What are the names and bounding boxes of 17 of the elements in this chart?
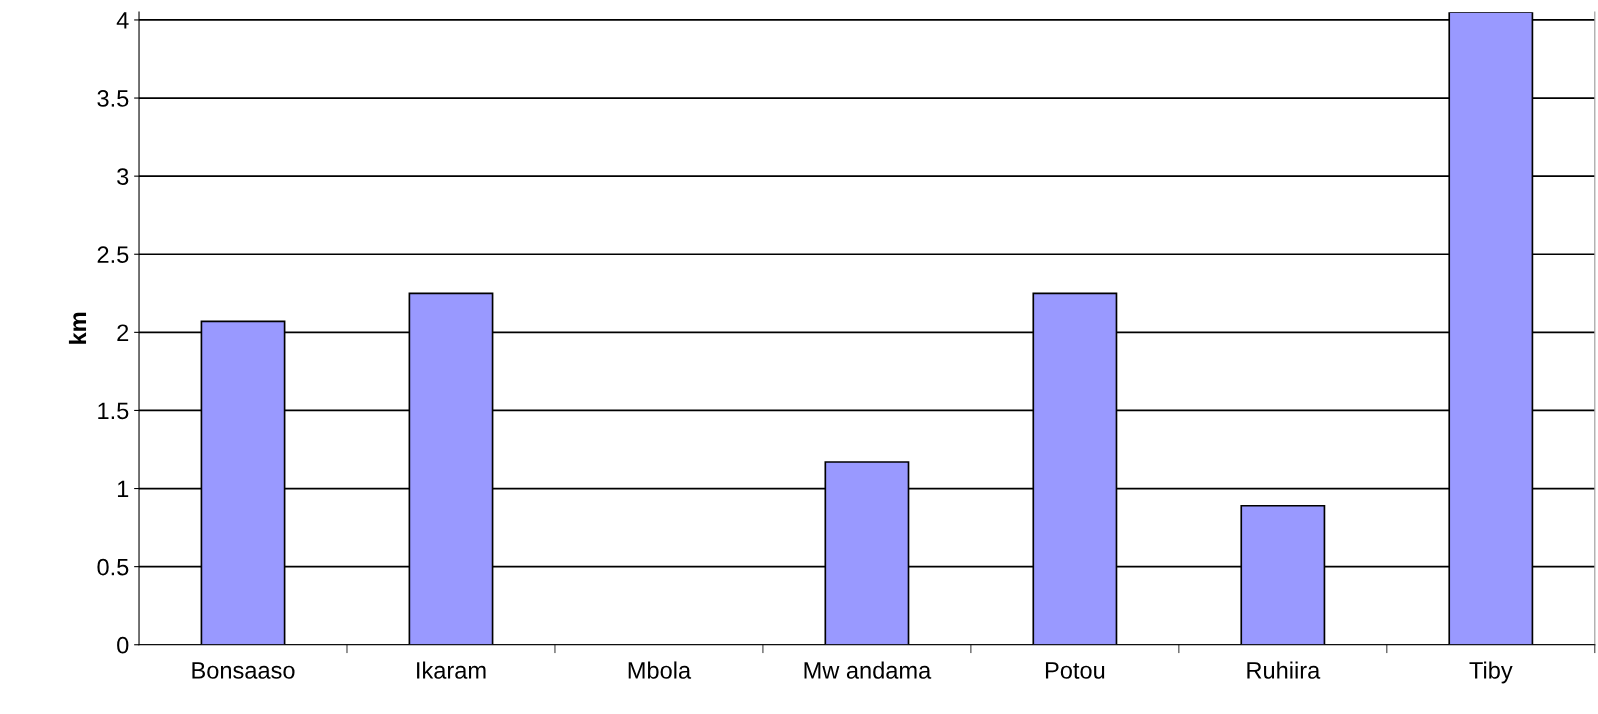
x-tick-label: Ruhiira [1247, 661, 1321, 679]
x-tick-label: Tiby [1469, 661, 1513, 684]
y-tick-label: 0 [117, 636, 129, 654]
y-tick-label: 3.5 [97, 90, 129, 107]
y-tick-label: 2.5 [97, 246, 129, 264]
y-axis-title: km [68, 312, 87, 344]
x-tick-label: Mw andama [804, 661, 932, 679]
y-tick-label: 1.5 [98, 402, 129, 420]
y-tick-label: 1 [117, 480, 129, 498]
x-tick-label: Bonsaaso [192, 662, 295, 679]
y-tick-label: 4 [116, 12, 129, 29]
x-tick-label: Potou [1045, 662, 1105, 679]
x-tick-label: Ikaram [417, 661, 486, 679]
x-tick-label: Mbola [628, 661, 692, 679]
y-tick-label: 2 [117, 324, 129, 341]
y-tick-label: 3 [117, 168, 129, 185]
y-tick-label: 0.5 [97, 558, 129, 576]
